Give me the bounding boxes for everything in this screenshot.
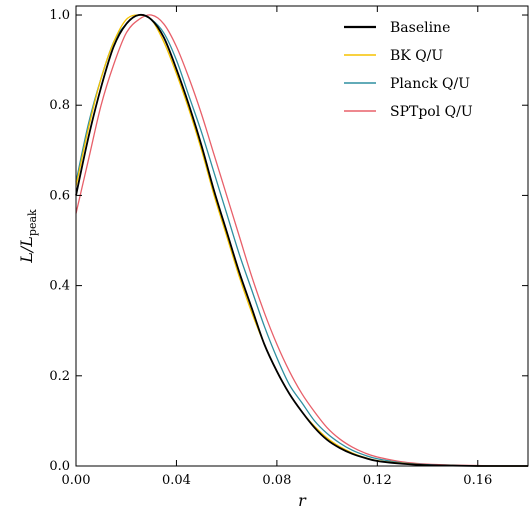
y-tick-label: 0.4 — [49, 279, 70, 294]
series-line-sptpol-q-u — [75, 14, 529, 467]
plot-frame — [75, 5, 529, 467]
y-axis-label: L/Lpeak — [17, 209, 39, 264]
y-axis-label-subscript: peak — [26, 209, 39, 236]
x-tick-label: 0.16 — [463, 473, 492, 488]
x-axis-ticks: 0.00 0.04 0.08 0.12 0.16 — [62, 6, 492, 488]
y-tick-label: 0.6 — [49, 188, 70, 203]
plot-area — [75, 13, 529, 467]
legend-label-sptpol-q-u: SPTpol Q/U — [390, 104, 473, 120]
x-tick-label: 0.00 — [62, 473, 91, 488]
legend-label-bk-q-u: BK Q/U — [390, 48, 443, 64]
x-tick-label: 0.04 — [162, 473, 191, 488]
legend: Baseline BK Q/U Planck Q/U SPTpol Q/U — [344, 20, 473, 120]
legend-label-baseline: Baseline — [390, 20, 450, 36]
x-tick-label: 0.12 — [363, 473, 392, 488]
y-axis-ticks: 0.0 0.2 0.4 0.6 0.8 1.0 — [49, 8, 528, 474]
y-tick-label: 0.2 — [49, 369, 70, 384]
y-axis-label-main: L/L — [17, 236, 36, 264]
series-line-baseline — [75, 13, 528, 467]
y-tick-label: 0.0 — [49, 459, 70, 474]
x-tick-label: 0.08 — [262, 473, 291, 488]
x-axis-label: r — [298, 491, 307, 510]
y-tick-label: 0.8 — [49, 98, 70, 113]
legend-label-planck-q-u: Planck Q/U — [390, 76, 470, 92]
y-tick-label: 1.0 — [49, 8, 70, 23]
